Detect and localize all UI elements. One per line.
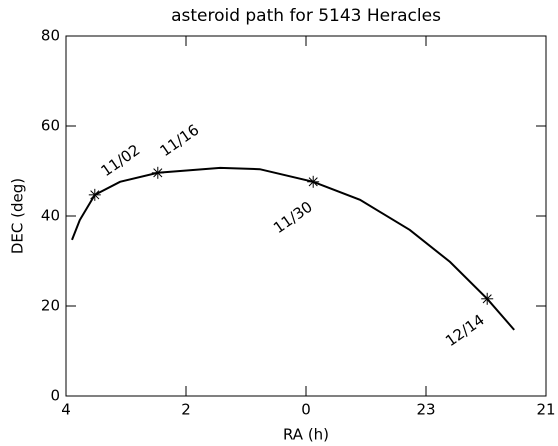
star-marker xyxy=(88,188,101,201)
star-marker xyxy=(151,166,164,179)
y-tick-label: 0 xyxy=(50,387,60,405)
chart-title: asteroid path for 5143 Heracles xyxy=(171,6,441,26)
y-tick-label: 60 xyxy=(41,117,60,135)
y-tick-label: 80 xyxy=(41,27,60,45)
path-line xyxy=(71,166,515,331)
point-label: 11/02 xyxy=(98,141,144,181)
x-tick-label: 2 xyxy=(181,401,191,419)
x-tick-label: 23 xyxy=(416,401,435,419)
y-axis-label: DEC (deg) xyxy=(9,178,27,254)
x-tick-label: 0 xyxy=(301,401,311,419)
y-tick-label: 40 xyxy=(41,207,60,225)
x-tick-label: 4 xyxy=(61,401,71,419)
star-marker xyxy=(481,292,494,305)
x-tick-label: 21 xyxy=(536,401,555,419)
point-label: 12/14 xyxy=(442,311,488,351)
star-marker xyxy=(307,175,320,188)
point-label: 11/30 xyxy=(270,198,316,238)
point-label: 11/16 xyxy=(157,121,203,161)
x-axis-label: RA (h) xyxy=(283,426,329,444)
y-tick-label: 20 xyxy=(41,297,60,315)
